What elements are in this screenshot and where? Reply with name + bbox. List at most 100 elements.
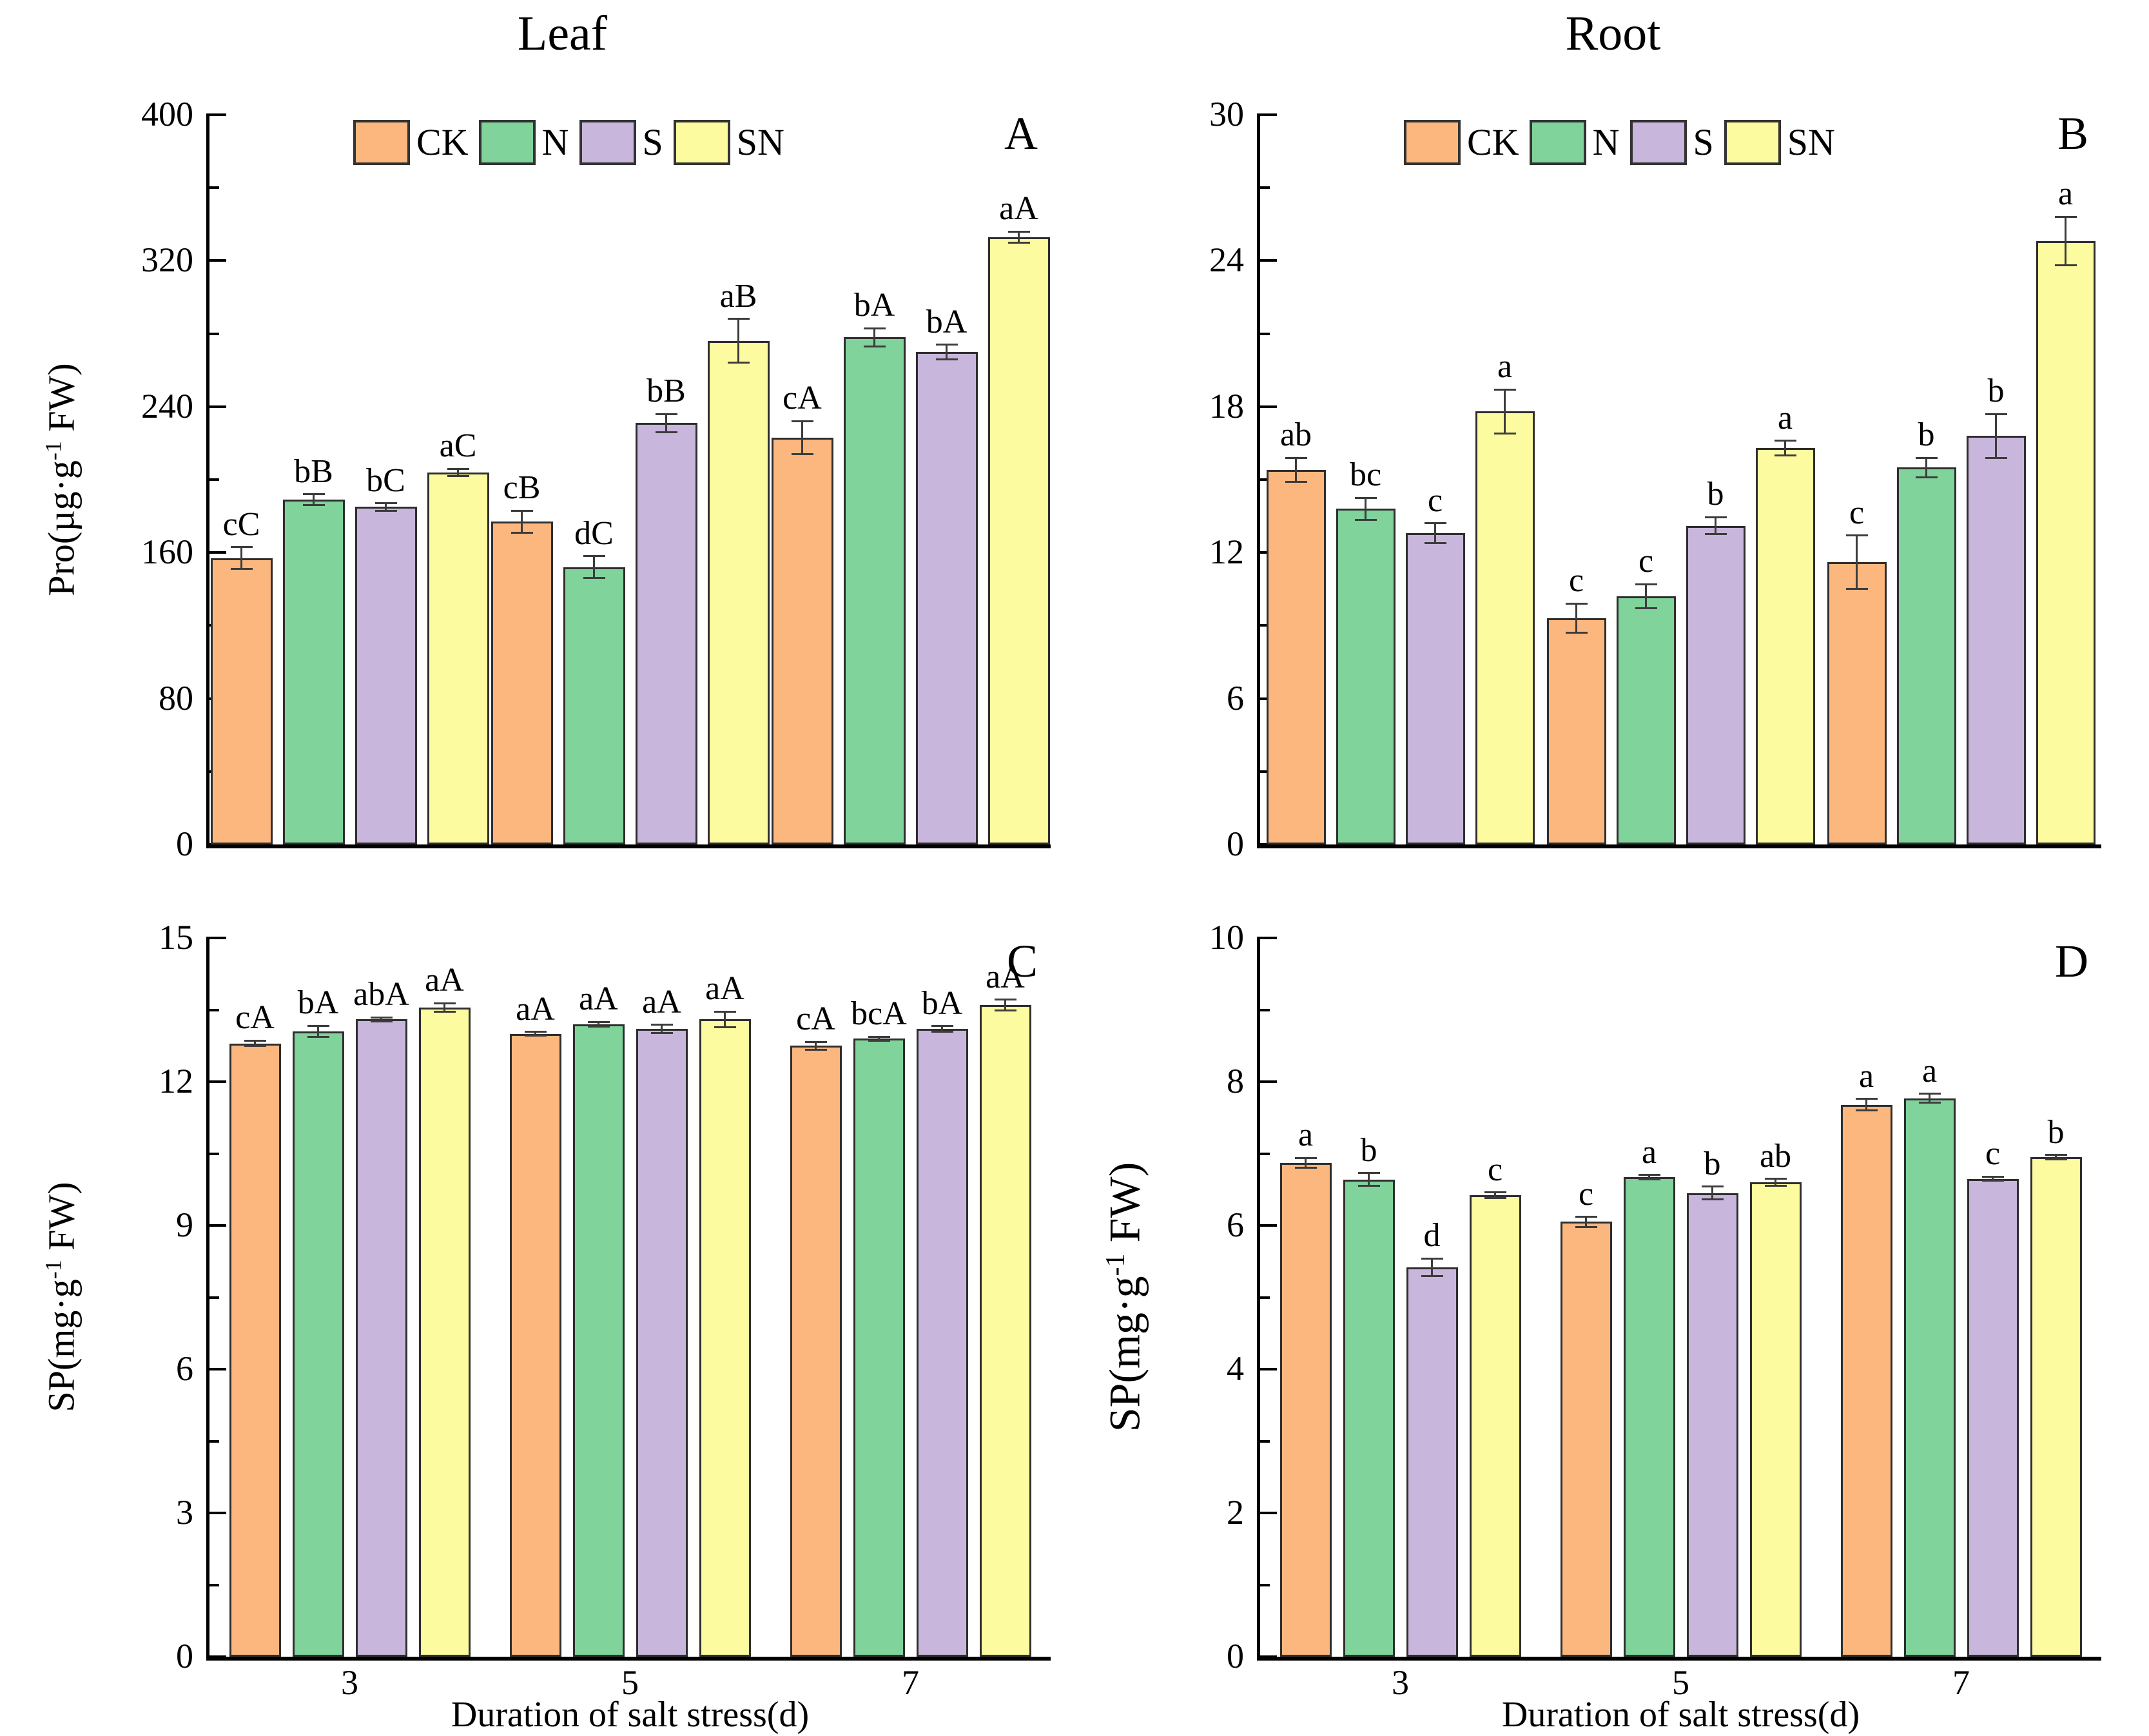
bar xyxy=(1749,1182,1802,1657)
significance-letter: ab xyxy=(1279,416,1312,454)
y-major-tick xyxy=(209,843,226,846)
error-bar-cap xyxy=(727,318,750,320)
x-axis-title-right: Duration of salt stress(d) xyxy=(1501,1695,1860,1735)
error-bar-cap xyxy=(863,345,886,347)
bar xyxy=(636,1029,688,1657)
significance-letter: bA xyxy=(853,287,895,324)
y-tick-label: 6 xyxy=(1227,678,1244,717)
y-major-tick xyxy=(209,259,226,262)
y-major-tick xyxy=(209,113,226,116)
y-major-tick xyxy=(209,1368,226,1370)
y-major-tick xyxy=(1260,843,1277,846)
legend-label: S xyxy=(642,121,663,163)
x-tick-label: 5 xyxy=(621,1663,639,1702)
significance-letter: ab xyxy=(1759,1137,1792,1175)
bar xyxy=(699,1019,751,1657)
error-bar-cap xyxy=(370,1016,393,1019)
error-bar-line xyxy=(1711,1186,1713,1200)
bar xyxy=(229,1043,281,1657)
y-tick-label: 2 xyxy=(1227,1493,1244,1532)
significance-letter: aA xyxy=(579,980,618,1018)
error-bar-cap xyxy=(1701,1198,1724,1201)
error-bar-cap xyxy=(2054,215,2077,218)
error-bar-line xyxy=(1368,1173,1370,1186)
error-bar-line xyxy=(946,344,948,360)
error-bar-line xyxy=(2055,1155,2057,1160)
y-minor-tick xyxy=(209,1583,219,1586)
error-bar-line xyxy=(1295,458,1297,482)
significance-letter: bc xyxy=(1349,456,1382,494)
legend-label: CK xyxy=(1467,121,1519,163)
error-bar-line xyxy=(317,1026,319,1037)
error-bar-cap xyxy=(655,431,677,433)
y-tick-label: 8 xyxy=(1227,1062,1244,1100)
y-major-tick xyxy=(1260,1224,1277,1227)
error-bar-cap xyxy=(2045,1154,2067,1156)
significance-letter: cB xyxy=(503,469,541,507)
y-axis-line xyxy=(206,937,209,1660)
significance-letter: c xyxy=(1849,494,1865,531)
bar xyxy=(1686,1193,1738,1657)
y-tick-label: 0 xyxy=(176,1637,193,1675)
error-bar-cap xyxy=(1985,456,2007,459)
significance-letter: dC xyxy=(574,514,614,552)
error-bar-cap xyxy=(804,1048,827,1051)
error-bar-cap xyxy=(935,358,958,360)
error-bar-cap xyxy=(1484,1191,1506,1194)
error-bar-cap xyxy=(1985,413,2007,415)
error-bar-line xyxy=(240,547,242,569)
bar xyxy=(355,507,417,844)
error-bar-cap xyxy=(524,1031,547,1033)
y-axis-title-sp-leaf: SP(mg·g-1 FW) xyxy=(40,1182,83,1412)
error-bar-cap xyxy=(1845,534,1868,537)
error-bar-line xyxy=(534,1031,536,1036)
significance-letter: aA xyxy=(705,970,744,1008)
error-bar-cap xyxy=(1635,607,1657,610)
significance-letter: abA xyxy=(353,976,409,1013)
bar xyxy=(1966,436,2026,844)
error-bar-cap xyxy=(1915,456,1938,459)
error-bar-cap xyxy=(1007,230,1030,233)
error-bar-cap xyxy=(583,555,605,558)
bar xyxy=(915,351,978,844)
y-axis-title-sp-root: SP(mg·g-1 FW) xyxy=(1100,1162,1149,1432)
error-bar-cap xyxy=(370,1020,393,1022)
legend-label: N xyxy=(1592,121,1620,163)
error-bar-cap xyxy=(1354,518,1377,521)
x-axis-line xyxy=(1257,1657,2101,1661)
error-bar-cap xyxy=(1484,1197,1506,1200)
error-bar-cap xyxy=(374,509,397,512)
y-tick-label: 6 xyxy=(176,1349,193,1388)
bar xyxy=(1686,525,1745,844)
error-bar-cap xyxy=(1981,1180,2004,1182)
error-bar-cap xyxy=(1918,1093,1941,1095)
significance-letter: b xyxy=(1704,1145,1721,1182)
significance-letter: bA xyxy=(297,984,339,1022)
y-minor-tick xyxy=(209,1439,219,1443)
y-major-tick xyxy=(209,1512,226,1514)
bar xyxy=(916,1029,968,1657)
error-bar-cap xyxy=(1638,1178,1660,1181)
bar xyxy=(979,1005,1031,1657)
error-bar-cap xyxy=(433,1010,456,1013)
x-tick-label: 7 xyxy=(1952,1663,1970,1702)
bar xyxy=(1405,533,1465,844)
error-bar-line xyxy=(1856,535,1858,589)
error-bar-cap xyxy=(1764,1185,1787,1187)
error-bar-line xyxy=(661,1024,663,1033)
error-bar-cap xyxy=(650,1032,673,1035)
error-bar-cap xyxy=(307,1024,329,1027)
error-bar-cap xyxy=(1845,588,1868,590)
error-bar-cap xyxy=(1764,1178,1787,1180)
y-minor-tick xyxy=(209,1296,219,1299)
x-tick-label: 7 xyxy=(902,1663,919,1702)
error-bar-cap xyxy=(511,531,533,534)
error-bar-cap xyxy=(230,568,253,571)
error-bar-line xyxy=(1715,517,1716,534)
y-major-tick xyxy=(209,551,226,554)
x-axis-line xyxy=(1257,844,2101,848)
error-bar-cap xyxy=(302,504,325,507)
error-bar-cap xyxy=(307,1036,329,1039)
error-bar-line xyxy=(1648,1175,1650,1180)
y-major-tick xyxy=(1260,259,1277,262)
